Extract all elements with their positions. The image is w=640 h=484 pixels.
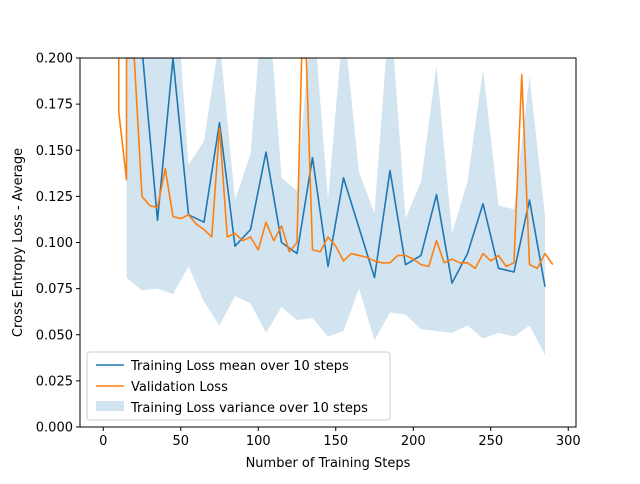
y-tick-label: 0.125	[36, 190, 73, 205]
y-tick-label: 0.175	[36, 98, 73, 113]
x-tick-label: 200	[401, 434, 426, 449]
legend-box	[86, 351, 391, 421]
x-tick-label: 50	[172, 434, 189, 449]
x-tick-label: 0	[99, 434, 107, 449]
y-tick-label: 0.100	[36, 236, 73, 251]
y-tick-label: 0.050	[36, 328, 73, 343]
variance-band	[126, 58, 545, 356]
x-tick-label: 100	[246, 434, 271, 449]
legend-swatch-variance	[96, 401, 124, 411]
variance-band-layer	[126, 58, 545, 356]
x-axis-title: Number of Training Steps	[246, 456, 411, 471]
y-axis-title: Cross Entropy Loss - Average	[11, 148, 26, 337]
y-axis-ticks: 0.000 0.025 0.050 0.075 0.100 0.125 0.150 0.175…	[36, 52, 80, 436]
y-tick-label: 0.075	[36, 282, 73, 297]
legend-label-validation: Validation Loss	[131, 380, 228, 395]
y-tick-label: 0.150	[36, 144, 73, 159]
y-tick-label: 0.025	[36, 374, 73, 389]
y-tick-label: 0.000	[36, 421, 73, 436]
legend-label-mean: Training Loss mean over 10 steps	[130, 359, 349, 374]
x-tick-label: 300	[556, 434, 581, 449]
x-tick-label: 250	[478, 434, 503, 449]
y-tick-label: 0.200	[36, 52, 73, 67]
legend: Training Loss mean over 10 steps Validat…	[86, 351, 391, 421]
x-axis-ticks: 0 50 100 150 200 250 300	[99, 427, 581, 449]
series-line-layer	[117, 58, 554, 287]
x-tick-label: 150	[323, 434, 348, 449]
training-loss-mean-line	[142, 58, 546, 287]
validation-loss-line	[117, 58, 554, 270]
legend-label-variance: Training Loss variance over 10 steps	[130, 401, 368, 416]
